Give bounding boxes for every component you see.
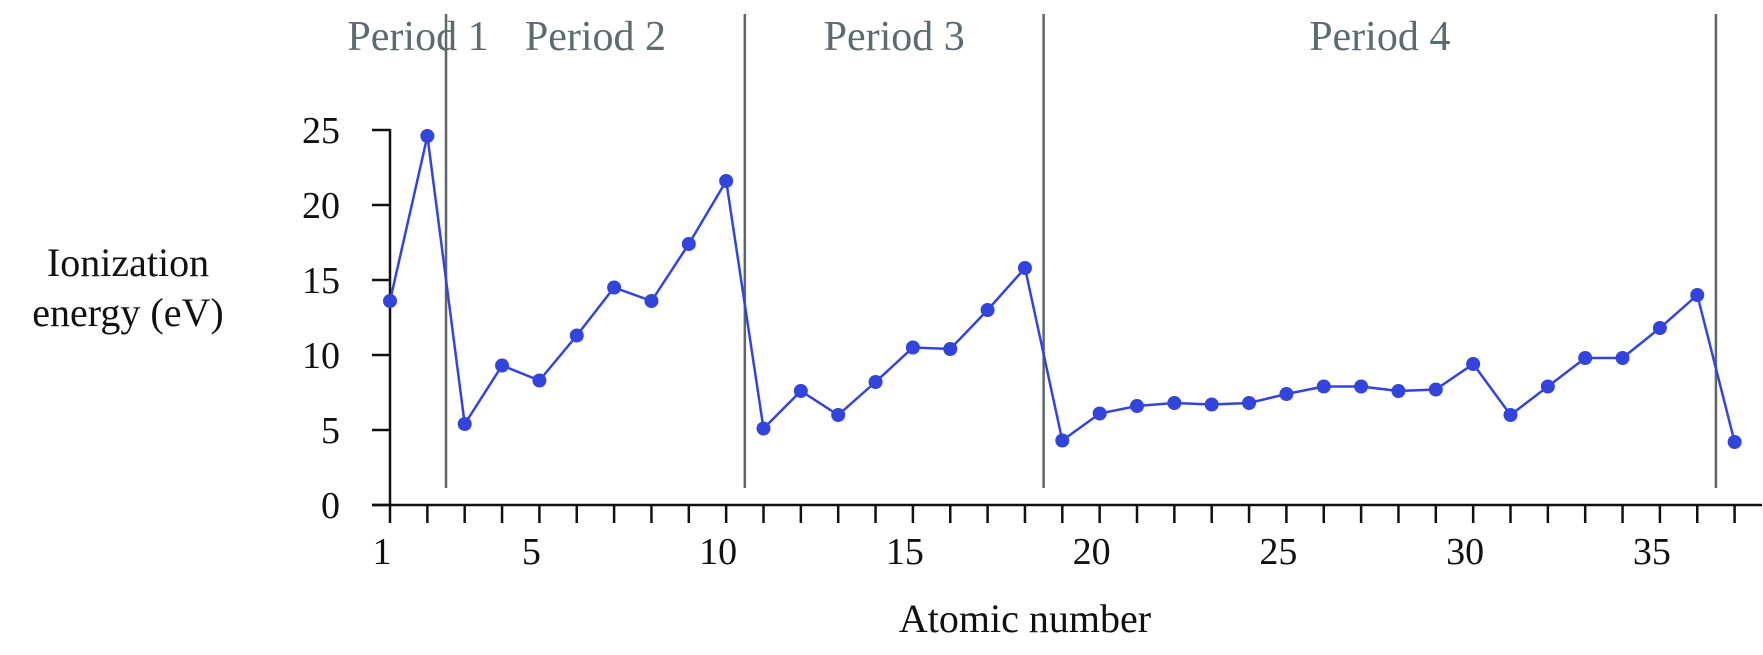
data-point-z15 [905,340,920,355]
data-point-z9 [681,237,696,251]
data-point-z30 [1466,357,1481,371]
data-point-z24 [1242,396,1257,410]
series-line-1 [388,135,1736,443]
x-tick-label-35: 35 [1633,531,1671,573]
y-axis-title-line-1: Ionization [47,240,209,285]
data-point-z3 [457,417,472,431]
data-point-z2 [420,129,435,143]
data-point-z29 [1428,382,1443,397]
data-point-z13 [831,408,846,422]
data-point-z18 [1017,261,1032,275]
data-point-z26 [1316,379,1331,394]
data-point-z4 [495,358,510,373]
data-point-z33 [1578,351,1593,365]
data-point-z34 [1615,351,1630,365]
data-point-z11 [756,421,771,436]
data-point-z27 [1354,379,1369,394]
data-point-z12 [793,384,808,398]
x-axis-title: Atomic number [899,596,1151,641]
period-label-4: Period 4 [1309,14,1450,60]
data-point-z36 [1690,288,1705,302]
data-point-z31 [1503,408,1518,422]
data-point-z32 [1540,379,1555,394]
x-tick-label-25: 25 [1259,531,1297,573]
period-label-2: Period 2 [525,14,666,60]
data-point-z23 [1204,397,1219,412]
data-point-z8 [644,294,659,308]
data-point-z21 [1130,399,1144,413]
period-label-1: Period 1 [347,14,488,60]
y-tick-label-20: 20 [302,185,340,227]
period-dividers: Period 1 Period 2 Period 3 Period 4 [347,14,1718,488]
data-point-z6 [569,328,584,343]
data-point-z35 [1652,321,1667,335]
data-point-z17 [980,303,995,317]
data-point-z20 [1092,406,1107,421]
x-tick-label-1: 1 [373,531,392,573]
data-point-z22 [1167,396,1182,410]
y-tick-label-0: 0 [321,485,340,527]
axis-titles: Atomic number Ionization energy (eV) [32,240,1151,641]
data-point-z16 [943,342,958,356]
y-tick-label-15: 15 [302,260,340,302]
x-tick-label-30: 30 [1446,531,1484,573]
x-tick-label-15: 15 [886,531,924,573]
series-group [383,129,1742,449]
y-tick-label-10: 10 [302,335,340,377]
y-axis-title-line-2: energy (eV) [32,290,223,335]
data-point-z5 [532,373,547,388]
y-tick-label-25: 25 [302,110,340,152]
data-point-z10 [719,174,734,188]
data-point-z7 [607,280,622,295]
data-point-z28 [1391,384,1406,398]
data-point-z1 [383,294,397,308]
x-tick-label-5: 5 [522,531,541,573]
data-point-z19 [1055,433,1070,448]
x-tick-label-20: 20 [1073,531,1111,573]
x-tick-label-10: 10 [699,531,737,573]
data-point-z14 [868,375,883,389]
data-point-z25 [1279,387,1294,401]
data-point-z37 [1727,435,1742,449]
period-label-3: Period 3 [824,14,965,60]
y-tick-label-5: 5 [321,410,340,452]
